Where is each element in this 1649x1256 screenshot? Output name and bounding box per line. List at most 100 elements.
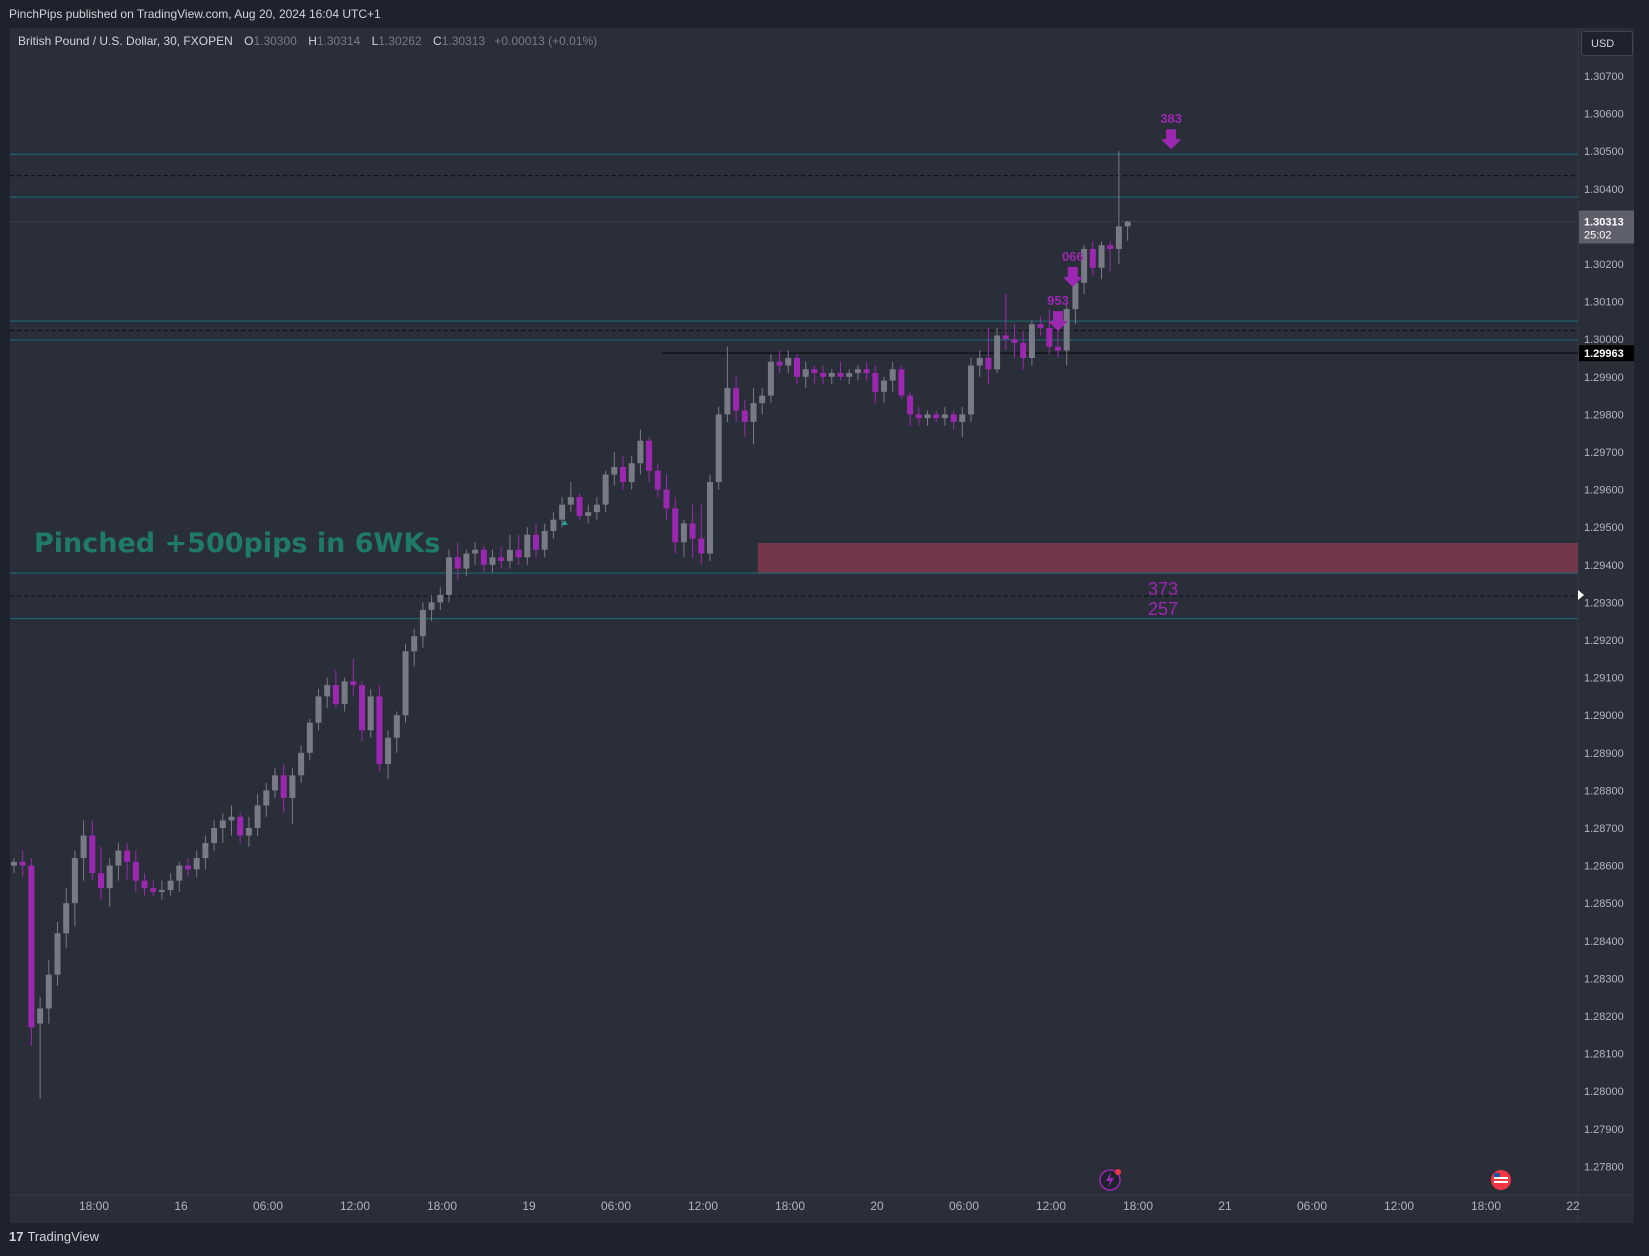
- annotation-text: Pinched +500pips in 6WKs: [34, 528, 440, 559]
- candle-body: [759, 395, 766, 404]
- candle-body: [533, 534, 539, 550]
- candle-body: [689, 523, 696, 539]
- candle-body: [741, 410, 748, 422]
- candle-body: [1089, 248, 1096, 268]
- level-price-label: 1.29963: [1584, 348, 1624, 360]
- candle-body: [794, 358, 800, 377]
- symbol-title: British Pound / U.S. Dollar, 30, FXOPEN: [18, 34, 233, 48]
- candle-body: [289, 775, 296, 798]
- level-price-badge: [1579, 345, 1634, 362]
- candle-body: [950, 414, 957, 422]
- y-tick-label: 1.28600: [1584, 861, 1624, 873]
- candle-body: [89, 835, 96, 874]
- candle-body: [63, 903, 70, 934]
- open-value: 1.30300: [253, 34, 297, 48]
- candle-body: [106, 865, 113, 889]
- candle-body: [1098, 245, 1105, 268]
- candle-body: [367, 696, 374, 731]
- candle-body: [767, 361, 774, 396]
- candle-body: [341, 681, 348, 704]
- candle-body: [54, 933, 61, 975]
- candle-body: [463, 553, 470, 569]
- current-price-label: 1.30313: [1584, 217, 1624, 229]
- arrow-down-icon: [1048, 311, 1068, 332]
- symbol-legend: British Pound / U.S. Dollar, 30, FXOPEN …: [18, 34, 597, 48]
- candle-body: [298, 752, 305, 776]
- y-tick-label: 1.30400: [1584, 184, 1624, 196]
- candle-body: [419, 609, 426, 637]
- bar-countdown-label: 25:02: [1584, 230, 1612, 242]
- candle-body: [1028, 324, 1035, 358]
- candle-body: [402, 651, 409, 716]
- candle-body: [124, 850, 131, 862]
- x-tick-label: 12:00: [340, 1199, 370, 1213]
- publish-info: PinchPips published on TradingView.com, …: [9, 7, 381, 21]
- tradingview-brand: TradingView: [27, 1229, 100, 1244]
- candle-body: [654, 470, 661, 490]
- candle-body: [350, 681, 357, 686]
- x-tick-label: 18:00: [79, 1199, 109, 1213]
- candle-body: [158, 890, 165, 892]
- candle-body: [959, 414, 966, 422]
- candle-body: [254, 805, 261, 828]
- x-tick-label: 12:00: [688, 1199, 718, 1213]
- candle-body: [393, 715, 400, 738]
- candle-body: [637, 440, 644, 464]
- y-tick-label: 1.27800: [1584, 1161, 1624, 1173]
- candle-body: [1046, 327, 1053, 347]
- candle-body: [306, 722, 313, 753]
- price-scale: [1578, 28, 1634, 1223]
- y-tick-label: 1.29900: [1584, 372, 1624, 384]
- x-tick-label: 19: [522, 1199, 536, 1213]
- currency-button[interactable]: USD: [1581, 31, 1633, 56]
- change-value: +0.00013 (+0.01%): [494, 34, 598, 48]
- y-tick-label: 1.29000: [1584, 710, 1624, 722]
- candle-body: [1072, 282, 1079, 310]
- candle-body: [437, 594, 444, 603]
- tradingview-logo[interactable]: 17 TradingView: [9, 1229, 99, 1244]
- flag-stripe: [1494, 1177, 1508, 1179]
- candle-body: [332, 685, 339, 704]
- candle-body: [976, 358, 983, 366]
- candle-body: [550, 519, 557, 531]
- candle-body: [811, 369, 818, 374]
- zone-label: 257: [1148, 599, 1178, 619]
- candle-body: [1063, 309, 1070, 351]
- scroll-pointer-icon: [1578, 590, 1584, 600]
- candle-body: [1115, 226, 1122, 249]
- y-tick-label: 1.28800: [1584, 785, 1624, 797]
- y-tick-label: 1.28900: [1584, 748, 1624, 760]
- candle-body: [237, 816, 244, 836]
- candle-body: [132, 861, 139, 881]
- candle-body: [620, 467, 626, 483]
- arrow-down-icon: [1161, 129, 1182, 150]
- candle-body: [1081, 248, 1088, 283]
- candle-body: [733, 388, 740, 411]
- candle-body: [567, 497, 574, 505]
- signal-triangle: [561, 520, 568, 525]
- candle-body: [941, 414, 948, 419]
- y-tick-label: 1.29200: [1584, 635, 1624, 647]
- y-tick-label: 1.29300: [1584, 597, 1624, 609]
- candle-body: [71, 858, 78, 904]
- candle-body: [872, 373, 879, 392]
- flag-stripe: [1494, 1181, 1508, 1183]
- y-tick-label: 1.29500: [1584, 522, 1624, 534]
- candle-body: [1020, 342, 1027, 358]
- candle-body: [724, 388, 731, 415]
- candle-body: [646, 440, 653, 471]
- y-tick-label: 1.28500: [1584, 898, 1624, 910]
- candle-body: [524, 534, 531, 558]
- high-label: H: [308, 34, 317, 48]
- y-tick-label: 1.29100: [1584, 673, 1624, 685]
- high-value: 1.30314: [316, 34, 361, 48]
- candle-body: [150, 888, 157, 892]
- candle-body: [968, 365, 974, 415]
- candle-body: [506, 549, 513, 562]
- y-tick-label: 1.28700: [1584, 823, 1624, 835]
- x-tick-label: 06:00: [601, 1199, 631, 1213]
- x-tick-label: 22: [1566, 1199, 1580, 1213]
- candle-body: [211, 828, 218, 844]
- y-tick-label: 1.29400: [1584, 560, 1624, 572]
